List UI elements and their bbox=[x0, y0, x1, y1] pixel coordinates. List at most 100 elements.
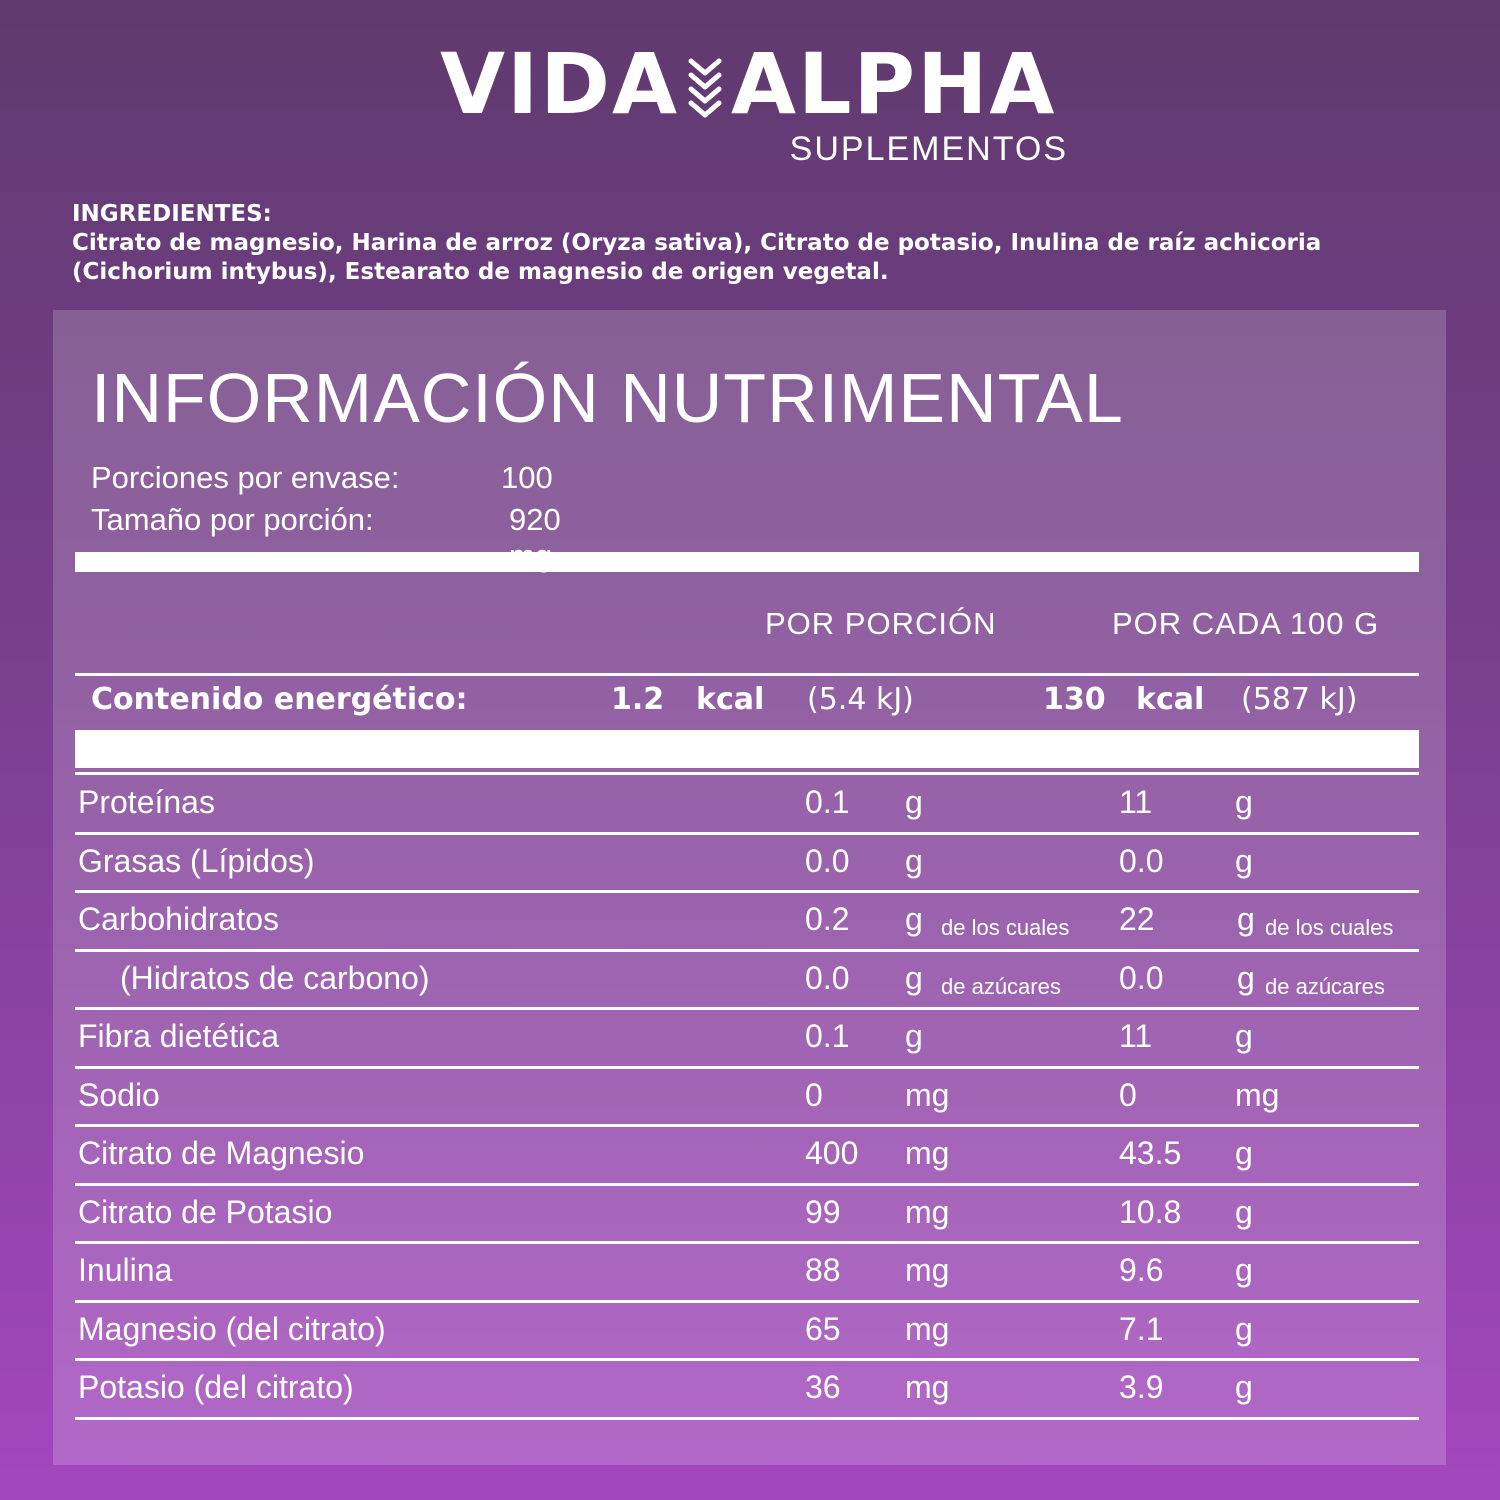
per-100-unit: g bbox=[1235, 842, 1253, 879]
nutrition-panel: INFORMACIÓN NUTRIMENTAL Porciones por en… bbox=[53, 310, 1446, 1465]
divider-line-rows-top bbox=[75, 772, 1419, 775]
nutrient-name: Inulina bbox=[78, 1252, 173, 1288]
brand-logo: VIDA ALPHA SUPLEMENTOS bbox=[440, 42, 1070, 172]
per-serving-value: 0.0 bbox=[805, 959, 850, 996]
ingredients-text: Citrato de magnesio, Harina de arroz (Or… bbox=[72, 230, 1322, 285]
chevron-down-stack-icon bbox=[688, 58, 722, 118]
row-divider bbox=[75, 1124, 1419, 1127]
serving-size-label: Tamaño por porción: bbox=[91, 502, 374, 537]
per-100-unit: g bbox=[1235, 1310, 1253, 1347]
per-serving-value: 65 bbox=[805, 1310, 841, 1347]
row-divider bbox=[75, 1241, 1419, 1244]
nutrient-name: (Hidratos de carbono) bbox=[120, 959, 430, 996]
per-100-value: 9.6 bbox=[1119, 1252, 1164, 1288]
nutrient-row: Proteínas 0.1 g 11 g bbox=[75, 776, 1419, 834]
row-divider bbox=[75, 1007, 1419, 1010]
servings-per-container: Porciones por envase: 100 bbox=[91, 460, 553, 496]
brand-name-right: ALPHA bbox=[731, 35, 1057, 133]
per-serving-value: 36 bbox=[805, 1369, 841, 1405]
per-serving-value: 0.1 bbox=[805, 784, 850, 820]
divider-bar-energy bbox=[75, 730, 1419, 768]
per-serving-unit: mg bbox=[905, 1076, 950, 1113]
per-100-unit: g bbox=[1235, 1018, 1253, 1054]
per-100-value: 0.0 bbox=[1119, 842, 1164, 879]
nutrient-name: Citrato de Magnesio bbox=[78, 1135, 365, 1171]
per-serving-value: 0.0 bbox=[805, 842, 850, 879]
per-serving-unit: g bbox=[905, 959, 923, 996]
nutrient-row: Carbohidratos 0.2 g de los cuales 22 g de los … bbox=[75, 893, 1419, 951]
nutrition-title: INFORMACIÓN NUTRIMENTAL bbox=[91, 359, 1124, 437]
column-header-per-serving: POR PORCIÓN bbox=[765, 606, 997, 641]
per-100-value: 11 bbox=[1119, 1018, 1153, 1054]
servings-value: 100 bbox=[501, 460, 553, 495]
nutrient-name: Citrato de Potasio bbox=[78, 1193, 333, 1230]
per-serving-unit: mg bbox=[905, 1252, 950, 1288]
per-100-value: 22 bbox=[1119, 901, 1155, 937]
per-100-unit: g bbox=[1235, 1193, 1253, 1230]
ingredients-block: INGREDIENTES: Citrato de magnesio, Harin… bbox=[72, 200, 1372, 287]
energy-per-serving-unit: kcal bbox=[696, 682, 765, 717]
per-100-note: de azúcares bbox=[1265, 973, 1385, 999]
per-100-value: 43.5 bbox=[1119, 1135, 1182, 1171]
per-100-unit: g bbox=[1235, 1369, 1253, 1405]
nutrient-row: Fibra dietética 0.1 g 11 g bbox=[75, 1010, 1419, 1068]
row-divider bbox=[75, 1358, 1419, 1361]
nutrient-row: Grasas (Lípidos) 0.0 g 0.0 g bbox=[75, 835, 1419, 893]
energy-label: Contenido energético: bbox=[91, 682, 468, 717]
per-100-value: 0.0 bbox=[1119, 959, 1164, 996]
servings-label: Porciones por envase: bbox=[91, 460, 400, 495]
nutrient-row: (Hidratos de carbono) 0.0 g de azúcares 0.0 g… bbox=[75, 952, 1419, 1010]
per-100-unit: g bbox=[1235, 1135, 1253, 1171]
row-divider bbox=[75, 1065, 1419, 1069]
per-serving-note: de los cuales bbox=[941, 915, 1070, 940]
nutrient-row: Citrato de Magnesio 400 mg 43.5 g bbox=[75, 1127, 1419, 1185]
per-serving-unit: mg bbox=[905, 1135, 950, 1171]
per-serving-unit: g bbox=[905, 784, 923, 820]
divider-line-energy bbox=[75, 673, 1419, 676]
per-100-unit: g bbox=[1237, 959, 1255, 996]
brand-tagline: SUPLEMENTOS bbox=[789, 130, 1068, 168]
per-serving-unit: mg bbox=[905, 1310, 950, 1347]
brand-name: VIDA ALPHA bbox=[440, 42, 1056, 126]
per-100-unit: g bbox=[1235, 784, 1253, 820]
nutrient-row: Magnesio (del citrato) 65 mg 7.1 g bbox=[75, 1303, 1419, 1361]
per-serving-unit: g bbox=[905, 842, 923, 879]
energy-per-serving-value: 1.2 bbox=[611, 682, 665, 717]
per-serving-unit: g bbox=[905, 1018, 923, 1054]
per-serving-value: 400 bbox=[805, 1135, 859, 1171]
nutrient-name: Carbohidratos bbox=[78, 901, 279, 937]
per-serving-value: 0.2 bbox=[805, 901, 850, 937]
serving-size: Tamaño por porción: 920 mg bbox=[91, 502, 561, 573]
per-100-value: 0 bbox=[1119, 1076, 1137, 1113]
per-100-unit: mg bbox=[1235, 1076, 1280, 1113]
row-divider bbox=[75, 831, 1419, 835]
nutrient-name: Proteínas bbox=[78, 784, 215, 820]
per-100-unit: g bbox=[1235, 1252, 1253, 1288]
nutrient-row: Citrato de Potasio 99 mg 10.8 g bbox=[75, 1186, 1419, 1244]
energy-per-100-kj: (587 kJ) bbox=[1241, 682, 1358, 717]
row-divider bbox=[75, 948, 1419, 952]
ingredients-heading: INGREDIENTES: bbox=[72, 201, 272, 227]
nutrient-name: Magnesio (del citrato) bbox=[78, 1310, 386, 1347]
nutrient-row: Potasio (del citrato) 36 mg 3.9 g bbox=[75, 1361, 1419, 1419]
per-100-value: 7.1 bbox=[1119, 1310, 1164, 1347]
row-divider bbox=[75, 1416, 1419, 1420]
nutrient-name: Sodio bbox=[78, 1076, 160, 1113]
per-serving-unit: g bbox=[905, 901, 923, 937]
nutrient-row: Sodio 0 mg 0 mg bbox=[75, 1069, 1419, 1127]
row-divider bbox=[75, 1299, 1419, 1303]
brand-name-left: VIDA bbox=[440, 35, 679, 133]
nutrient-row: Inulina 88 mg 9.6 g bbox=[75, 1244, 1419, 1302]
per-100-value: 3.9 bbox=[1119, 1369, 1164, 1405]
per-serving-unit: mg bbox=[905, 1193, 950, 1230]
divider-bar-top bbox=[75, 552, 1419, 572]
per-100-note: de los cuales bbox=[1265, 915, 1394, 940]
per-serving-value: 0 bbox=[805, 1076, 823, 1113]
row-divider bbox=[75, 890, 1419, 893]
per-100-value: 11 bbox=[1119, 784, 1153, 820]
column-header-per-100g: POR CADA 100 G bbox=[1112, 606, 1380, 641]
energy-per-100-unit: kcal bbox=[1136, 682, 1205, 717]
per-serving-value: 99 bbox=[805, 1193, 841, 1230]
per-serving-value: 88 bbox=[805, 1252, 841, 1288]
per-100-unit: g bbox=[1237, 901, 1255, 937]
